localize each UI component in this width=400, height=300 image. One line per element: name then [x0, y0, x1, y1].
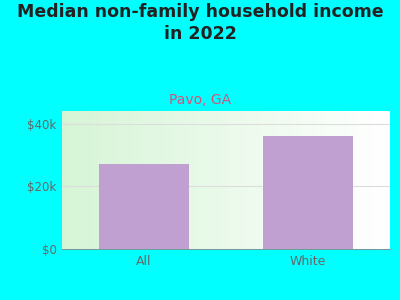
Bar — [99, 164, 189, 249]
Bar — [263, 136, 353, 249]
Text: Pavo, GA: Pavo, GA — [169, 93, 231, 107]
Text: Median non-family household income
in 2022: Median non-family household income in 20… — [17, 3, 383, 43]
